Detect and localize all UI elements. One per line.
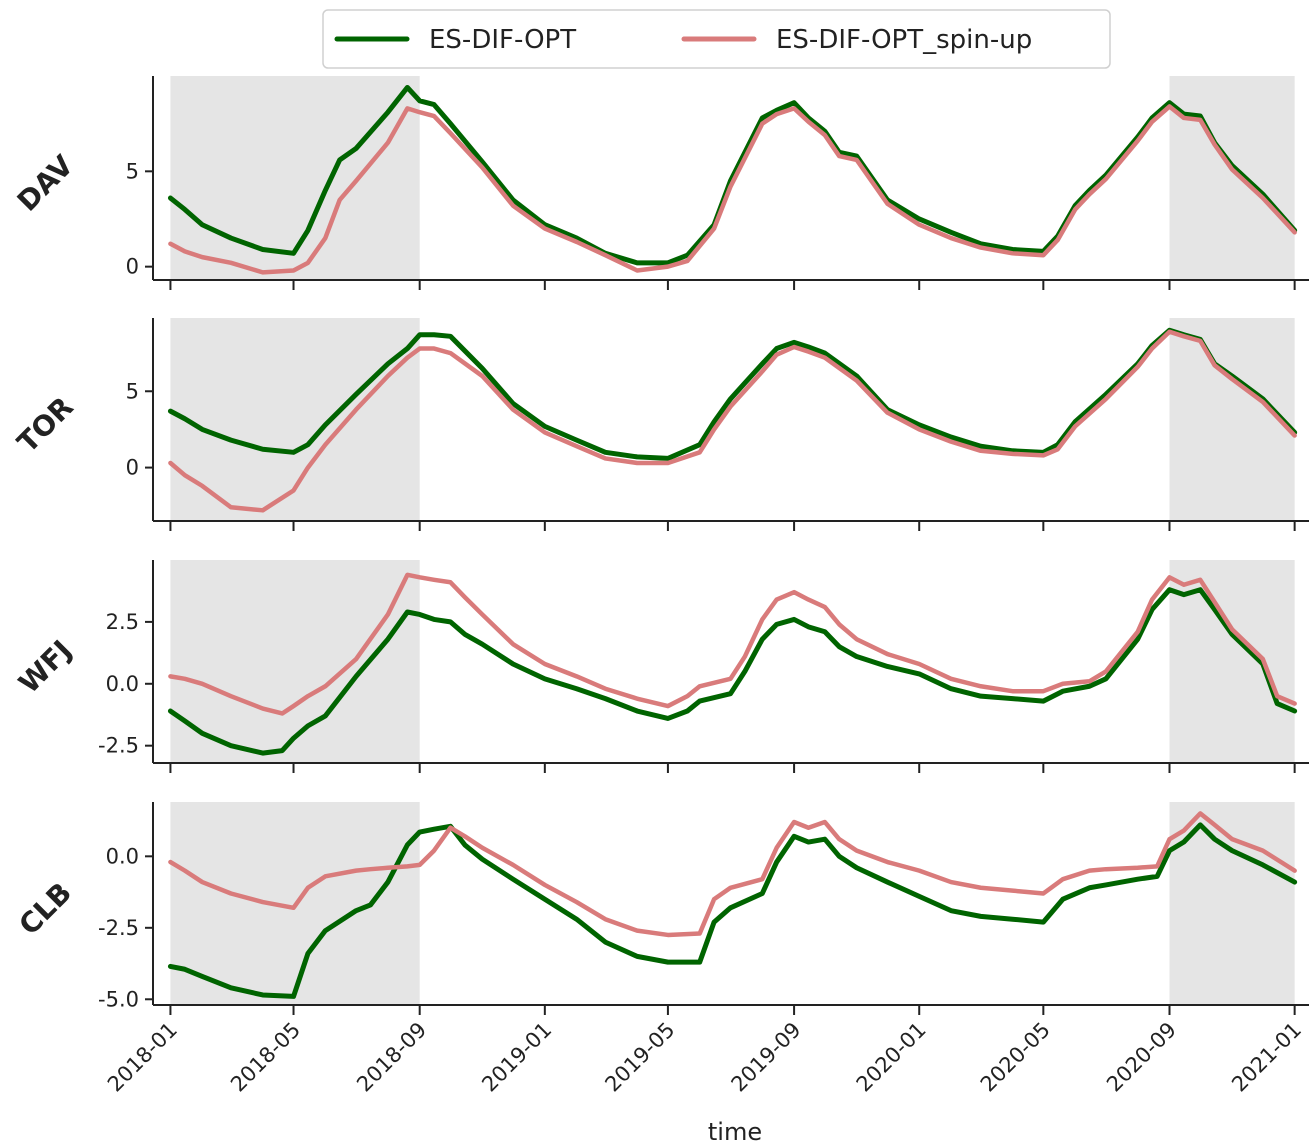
legend-label-es-dif-opt: ES-DIF-OPT bbox=[429, 25, 576, 55]
series-line-es-dif-opt bbox=[167, 587, 1298, 756]
y-tick-label: -5.0 bbox=[98, 987, 139, 1011]
panel-label-tor: TOR bbox=[11, 390, 80, 459]
x-tick-label: 2019-09 bbox=[727, 1018, 806, 1097]
y-tick-label: -2.5 bbox=[98, 734, 139, 758]
shaded-period-1 bbox=[170, 560, 420, 763]
panel-dav: 0 5 DAV bbox=[11, 76, 1309, 290]
panel-label-wfj: WFJ bbox=[12, 634, 78, 700]
panel-tor: 0 5 TOR bbox=[11, 318, 1309, 531]
x-tick-label: 2021-01 bbox=[1227, 1018, 1306, 1097]
x-tick-label: 2018-01 bbox=[103, 1018, 182, 1097]
y-tick-label: 5 bbox=[126, 159, 139, 183]
x-tick-label: 2020-09 bbox=[1102, 1018, 1181, 1097]
x-tick-label: 2019-05 bbox=[600, 1018, 679, 1097]
panel-label-dav: DAV bbox=[11, 149, 80, 218]
y-tick-label: 2.5 bbox=[106, 610, 139, 634]
x-tick-label: 2018-05 bbox=[226, 1018, 305, 1097]
x-axis-title: time bbox=[708, 1118, 762, 1146]
shaded-period-2 bbox=[1169, 802, 1295, 1005]
y-tick-label: 0.0 bbox=[106, 672, 139, 696]
x-tick-label: 2020-05 bbox=[976, 1018, 1055, 1097]
legend-label-es-dif-opt-spin-up: ES-DIF-OPT_spin-up bbox=[776, 25, 1032, 55]
series-line-es-dif-opt bbox=[167, 84, 1298, 266]
x-tick-label: 2018-09 bbox=[352, 1018, 431, 1097]
series-line-es-dif-opt-spin-up bbox=[168, 811, 1297, 938]
panel-label-clb: CLB bbox=[12, 876, 78, 942]
y-tick-label: 0 bbox=[126, 255, 139, 279]
x-tick-label: 2020-01 bbox=[852, 1018, 931, 1097]
shaded-period-2 bbox=[1169, 76, 1295, 280]
y-tick-label: 0.0 bbox=[106, 844, 139, 868]
shaded-period-2 bbox=[1169, 560, 1295, 763]
series-line-es-dif-opt-spin-up bbox=[168, 572, 1297, 716]
series-line-es-dif-opt bbox=[167, 822, 1298, 999]
legend: ES-DIF-OPT ES-DIF-OPT_spin-up bbox=[322, 9, 1111, 69]
y-tick-label: 5 bbox=[126, 379, 139, 403]
panel-clb: -5.0 -2.5 0.0 CLB bbox=[12, 802, 1309, 1015]
y-tick-label: 0 bbox=[126, 456, 139, 480]
shaded-period-2 bbox=[1169, 318, 1295, 521]
series-line-es-dif-opt-spin-up bbox=[168, 329, 1297, 513]
x-tick-label: 2019-01 bbox=[477, 1018, 556, 1097]
y-tick-label: -2.5 bbox=[98, 916, 139, 940]
panel-wfj: -2.5 0.0 2.5 WFJ bbox=[12, 560, 1309, 773]
series-line-es-dif-opt-spin-up bbox=[168, 104, 1297, 275]
shaded-period-1 bbox=[170, 76, 420, 280]
